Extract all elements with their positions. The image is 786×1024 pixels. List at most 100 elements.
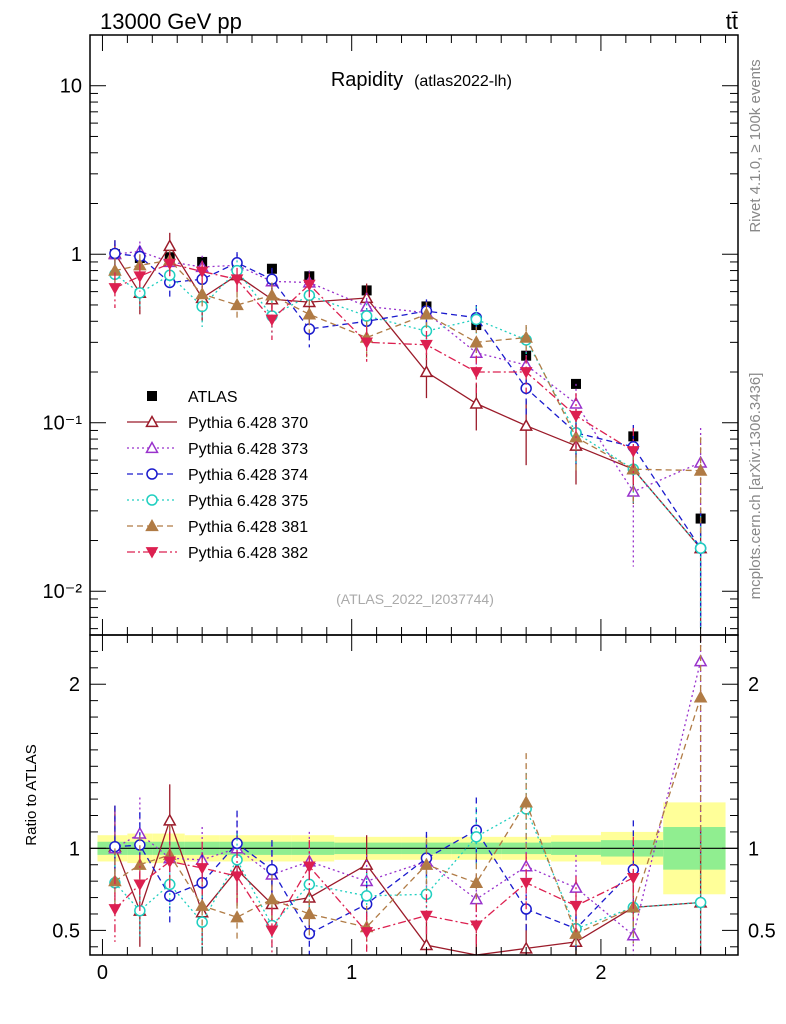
main-panel: 10 1 10⁻¹ 10⁻² Rapidity (atlas2022-lh) (ATL… <box>43 34 739 636</box>
ratio-point <box>265 892 279 905</box>
ratio-point <box>162 813 177 826</box>
ratio-point <box>469 875 484 888</box>
ratio-y-tick-label: 0.5 <box>52 920 80 942</box>
legend-item: Pythia 6.428 382 <box>127 545 308 562</box>
data-point <box>420 339 433 352</box>
ratio-point <box>569 900 583 913</box>
series-line <box>114 244 702 549</box>
data-point <box>419 364 434 378</box>
legend-item: Pythia 6.428 381 <box>127 518 308 536</box>
legend-marker <box>146 468 158 480</box>
data-point <box>302 279 316 292</box>
series-line <box>114 269 702 549</box>
legend-item: Pythia 6.428 375 <box>127 493 308 510</box>
legend: ATLAS Pythia 6.428 370 Pythia 6.428 373 Pyt… <box>127 389 308 562</box>
data-point <box>265 314 279 327</box>
legend-marker <box>147 391 157 401</box>
data-point <box>569 396 583 409</box>
mcplots-label: mcplots.cern.ch [arXiv:1306.3436] <box>747 373 764 600</box>
data-point <box>195 266 209 279</box>
legend-marker <box>145 414 159 428</box>
ratio-y-tick-label: 1 <box>69 838 80 860</box>
data-point <box>133 271 147 283</box>
ratio-point <box>133 857 147 870</box>
y-tick-label: 1 <box>71 244 82 266</box>
chart-title: Rapidity <box>331 69 403 91</box>
data-point <box>302 307 317 320</box>
ratio-y-tick-label-right: 2 <box>748 674 759 696</box>
legend-label: Pythia 6.428 374 <box>188 467 308 484</box>
data-point <box>693 463 708 476</box>
legend-item: Pythia 6.428 370 <box>127 414 308 432</box>
ratio-point <box>195 863 209 875</box>
ratio-point <box>195 898 209 911</box>
energy-label: 13000 GeV pp <box>100 9 242 34</box>
ratio-panel-frame <box>89 634 739 956</box>
ratio-point <box>519 877 533 890</box>
ratio-point <box>360 927 373 939</box>
legend-label: Pythia 6.428 373 <box>188 441 308 458</box>
series-line <box>114 250 701 493</box>
legend-item: ATLAS <box>147 389 238 406</box>
process-label: tt̄ <box>726 9 738 34</box>
x-tick-label: 0 <box>97 962 108 984</box>
legend-marker <box>146 494 158 506</box>
data-point <box>134 287 146 299</box>
data-point <box>470 313 483 326</box>
ratio-line <box>114 661 702 937</box>
rivet-version-label: Rivet 4.1.0, ≥ 100k events <box>747 59 764 232</box>
legend-marker <box>145 518 159 532</box>
ratio-y-tick-label-right: 0.5 <box>748 920 776 942</box>
data-point <box>265 288 279 301</box>
ratio-point <box>231 837 243 850</box>
ratio-line <box>114 860 634 933</box>
legend-label: Pythia 6.428 382 <box>188 545 308 562</box>
ratio-line <box>114 697 702 935</box>
ratio-point <box>265 925 279 937</box>
y-tick-label: 10⁻² <box>43 581 83 603</box>
ratio-series-pythia-6-428-370 <box>108 784 708 956</box>
data-point <box>109 247 121 260</box>
data-point <box>163 258 177 271</box>
ratio-point <box>469 920 483 932</box>
data-point <box>469 396 484 409</box>
ratio-point <box>302 861 316 873</box>
legend-marker <box>145 547 159 559</box>
analysis-id-watermark: (ATLAS_2022_I2037744) <box>336 591 494 607</box>
ratio-point <box>302 906 317 920</box>
ratio-point <box>230 910 244 923</box>
data-point <box>694 542 707 554</box>
series-pythia-6-428-382 <box>108 252 640 485</box>
data-point <box>519 330 533 343</box>
ratio-y-tick-label-right: 1 <box>748 838 759 860</box>
legend-label: ATLAS <box>188 389 238 406</box>
ratio-point <box>419 857 434 870</box>
data-point <box>360 337 373 349</box>
ratio-series-pythia-6-428-381 <box>108 635 708 955</box>
legend-item: Pythia 6.428 373 <box>127 440 308 458</box>
ratio-ylabel: Ratio to ATLAS <box>23 744 40 845</box>
data-point <box>519 367 533 379</box>
chart-subtitle: (atlas2022-lh) <box>414 73 512 90</box>
data-point <box>230 274 244 286</box>
ratio-point <box>133 879 147 891</box>
legend-label: Pythia 6.428 375 <box>188 493 308 510</box>
data-point <box>108 283 122 295</box>
ratio-y-tick-label: 2 <box>69 674 80 696</box>
ratio-point <box>266 863 278 876</box>
ratio-line <box>114 818 701 956</box>
data-point <box>230 297 244 311</box>
data-point <box>569 410 583 423</box>
legend-item: Pythia 6.428 374 <box>127 467 308 484</box>
series-line <box>114 259 701 472</box>
data-point <box>626 462 641 475</box>
data-point <box>469 367 483 379</box>
ratio-point <box>569 926 583 939</box>
ratio-point <box>519 795 533 808</box>
ratio-point <box>693 690 708 703</box>
data-point <box>195 287 209 300</box>
data-point <box>469 335 484 348</box>
data-point <box>360 310 373 322</box>
ratio-series-pythia-6-428-382 <box>108 831 640 954</box>
x-tick-label: 1 <box>346 962 357 984</box>
